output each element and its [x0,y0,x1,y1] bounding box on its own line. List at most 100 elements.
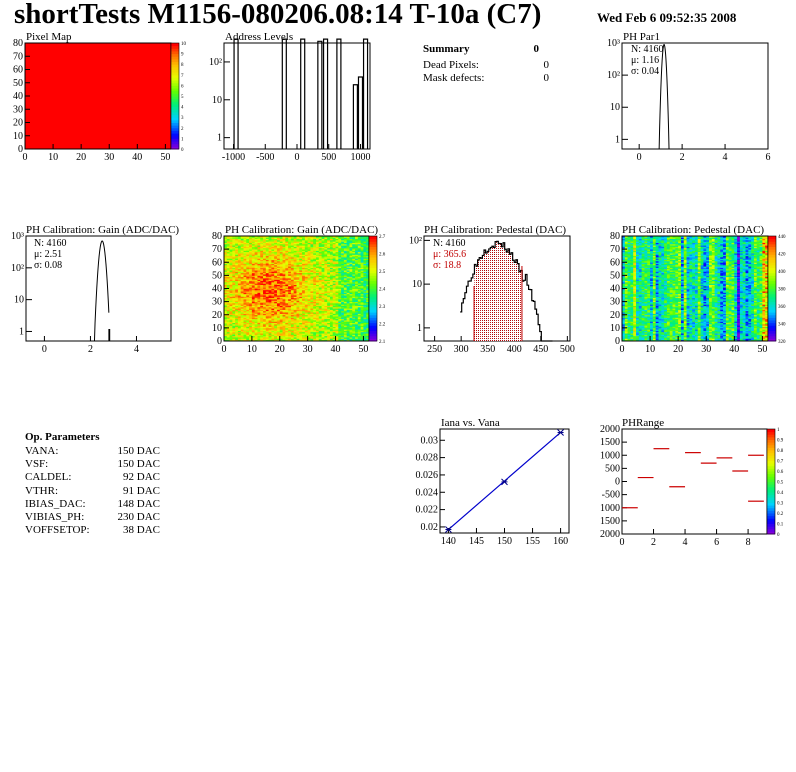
gain-map-cell [313,279,317,282]
gain-map-cell [235,249,239,251]
gain-map-cell [307,279,311,282]
gain-map-cell [355,334,359,337]
gain-map-cell [338,318,342,321]
gain-map-cell [240,318,244,321]
y-tick-label: 10² [409,235,422,246]
gain-map-cell [293,270,297,272]
gain-map-cell [290,329,295,331]
gain-map-cell [335,246,339,249]
gain-map-cell [313,267,317,270]
gain-map-cell [332,287,336,289]
gain-map-cell [285,250,289,253]
gain-map-cell [299,337,303,339]
gain-map-cell [271,267,275,270]
gain-map-cell [307,289,311,292]
gain-map-cell [349,320,353,322]
gain-map-cell [313,329,317,331]
gain-map-cell [246,326,250,329]
gain-map-cell [316,247,320,250]
gain-map-cell [366,281,370,284]
colorbar-cell [369,272,377,276]
gain-map-cell [235,308,239,310]
gain-map-cell [341,337,345,339]
gain-map-cell [341,299,345,301]
gain-map-cell [321,264,325,267]
gain-map-cell [299,241,303,243]
gain-map-cell [237,241,242,243]
gain-map-cell [332,305,336,308]
gain-map-cell [243,260,247,263]
gain-map-cell [257,238,261,241]
gain-map-cell [360,297,364,300]
gain-map-cell [249,306,253,309]
gain-map-cell [363,323,367,326]
gain-map-cell [357,243,362,246]
gain-map-cell [335,284,339,287]
gain-map-cell [249,312,253,314]
gain-map-cell [343,297,348,300]
gain-map-cell [363,263,367,266]
gain-map-cell [288,337,292,339]
gain-map-cell [246,305,250,308]
gain-map-cell [316,243,320,246]
gain-map-cell [260,260,264,263]
gain-map-cell [235,322,239,325]
gain-map-cell [302,306,306,309]
gain-map-cell [257,253,261,255]
gain-map-cell [288,297,292,300]
gain-map-cell [263,337,267,339]
gain-map-cell [237,275,242,278]
gain-map-cell [240,274,244,276]
gain-map-cell [335,267,339,270]
gain-map-cell [324,245,328,247]
gain-map-cell [313,253,317,255]
gain-map-cell [341,302,345,305]
gain-map-cell [265,314,270,317]
gain-map-cell [237,327,242,330]
gain-map-cell [363,310,367,313]
gain-map-cell [237,313,242,316]
gain-map-cell [327,322,331,325]
gain-map-cell [240,312,244,314]
gain-map-cell [251,312,256,314]
gain-map-cell [363,260,367,263]
gain-map-cell [324,295,328,297]
gain-map-cell [363,305,367,308]
gain-map-cell [335,309,339,312]
gain-map-cell [254,285,258,288]
gain-map-cell [263,306,267,309]
gain-map-cell [360,295,364,297]
gain-map-cell [352,266,356,268]
gain-map-cell [246,325,250,327]
gain-map-cell [288,266,292,268]
gain-map-cell [327,299,331,301]
gain-map-cell [235,287,239,289]
gain-map-cell [313,300,317,303]
gain-map-cell [254,242,258,245]
gain-map-cell [324,262,328,264]
gain-map-cell [313,296,317,299]
gain-map-cell [324,337,328,339]
gain-map-cell [285,283,289,285]
gain-map-cell [313,305,317,308]
gain-map-cell [240,271,244,274]
gain-map-cell [260,318,264,321]
gain-map-cell [307,250,311,253]
pedestal-fit-area [496,241,499,341]
gain-map-cell [366,326,370,329]
gain-map-cell [254,329,258,331]
gain-map-cell [363,300,367,303]
gain-map-cell [349,310,353,313]
x-tick-label: 2 [680,152,685,163]
gain-map-cell [226,333,230,335]
gain-map-cell [251,296,256,299]
gain-map-cell [257,320,261,322]
gain-map-cell [366,296,370,299]
stat-n: N: 4160 [34,238,67,249]
gain-map-cell [251,333,256,335]
gain-map-cell [357,287,362,289]
gain-map-cell [240,245,244,247]
gain-map-cell [251,254,256,257]
pedestal-fit-area [487,251,489,341]
gain-map-cell [268,304,272,306]
